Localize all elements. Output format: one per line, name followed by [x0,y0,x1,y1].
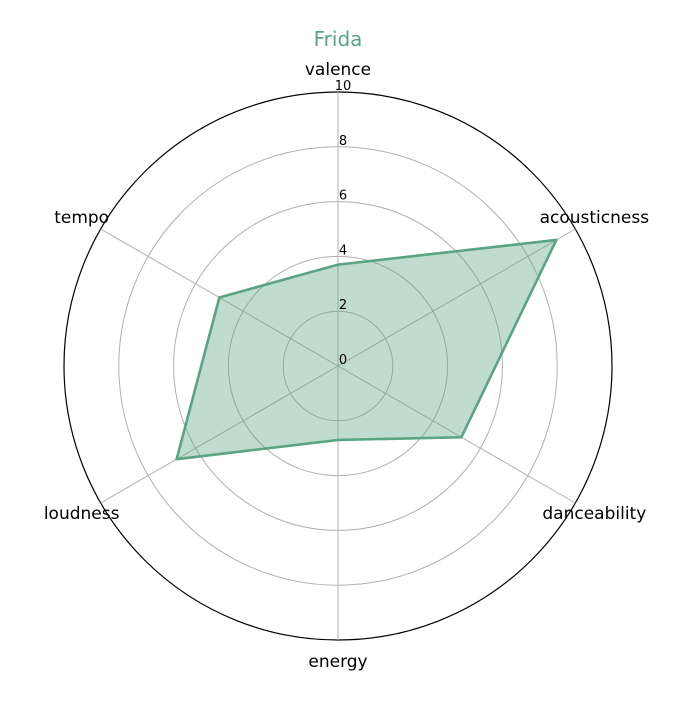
spoke-line [100,365,339,504]
series-layer [175,238,558,461]
radial-tick-label: 0 [339,353,347,368]
category-label: loudness [44,504,120,524]
radial-tick-label: 6 [339,189,347,204]
spoke-line [337,365,576,504]
category-label: acousticness [540,208,650,228]
category-label: tempo [54,208,109,228]
radial-tick-label: 2 [339,298,347,313]
spoke-line [337,228,576,367]
series-area [175,238,558,461]
radial-tick-label: 8 [339,134,347,149]
category-label: valence [305,60,371,80]
radial-tick-labels: 0 2 4 6 8 10 [335,79,352,368]
category-label: danceability [542,504,646,524]
category-labels: valence acousticness danceability energy lou… [44,60,649,672]
radial-tick-label: 10 [335,79,352,94]
radial-tick-label: 4 [339,243,347,258]
chart-title: Frida [314,27,363,51]
category-label: energy [308,652,367,672]
